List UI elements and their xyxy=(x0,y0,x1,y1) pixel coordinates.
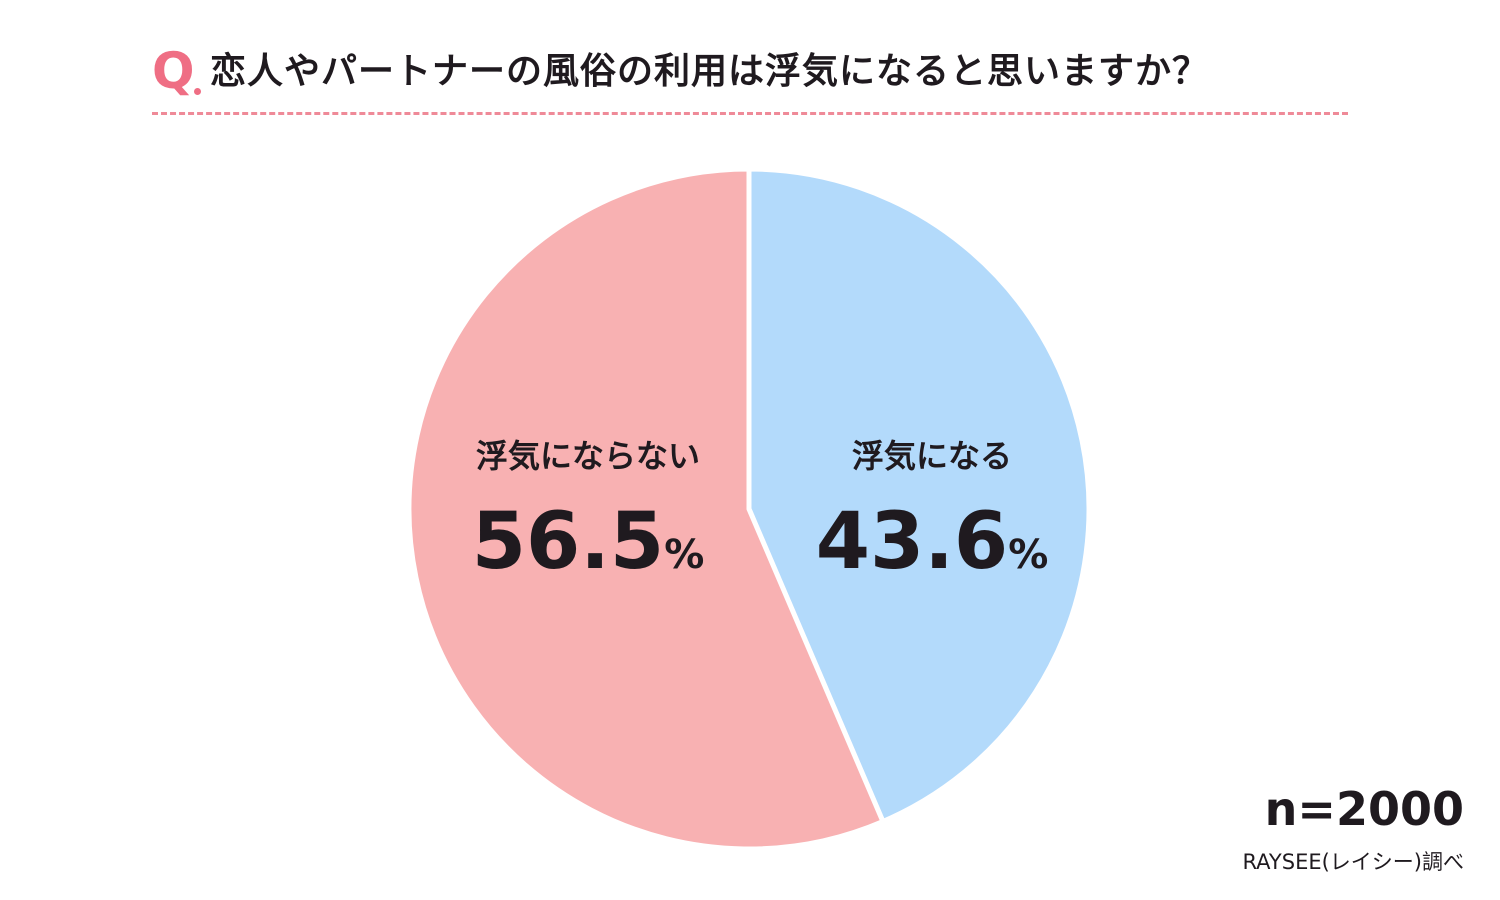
pie-slice-1 xyxy=(406,166,886,852)
slice-label-0: 浮気になる xyxy=(852,437,1012,475)
source-note: RAYSEE(レイシー)調べ xyxy=(1242,850,1464,874)
slice-value-0: 43.6% xyxy=(816,497,1049,587)
title-underline xyxy=(152,112,1348,115)
chart-title: 恋人やパートナーの風俗の利用は浮気になると思いますか？ xyxy=(210,51,1210,92)
chart-header: Q 恋人やパートナーの風俗の利用は浮気になると思いますか？ xyxy=(152,42,1348,115)
pie-slice-0 xyxy=(746,166,1092,825)
q-icon: Q xyxy=(152,42,195,100)
sample-size: n=2000 xyxy=(1264,782,1464,836)
slice-value-1: 56.5% xyxy=(472,497,705,587)
slice-label-1: 浮気にならない xyxy=(476,437,700,475)
q-dot-icon xyxy=(194,88,201,95)
